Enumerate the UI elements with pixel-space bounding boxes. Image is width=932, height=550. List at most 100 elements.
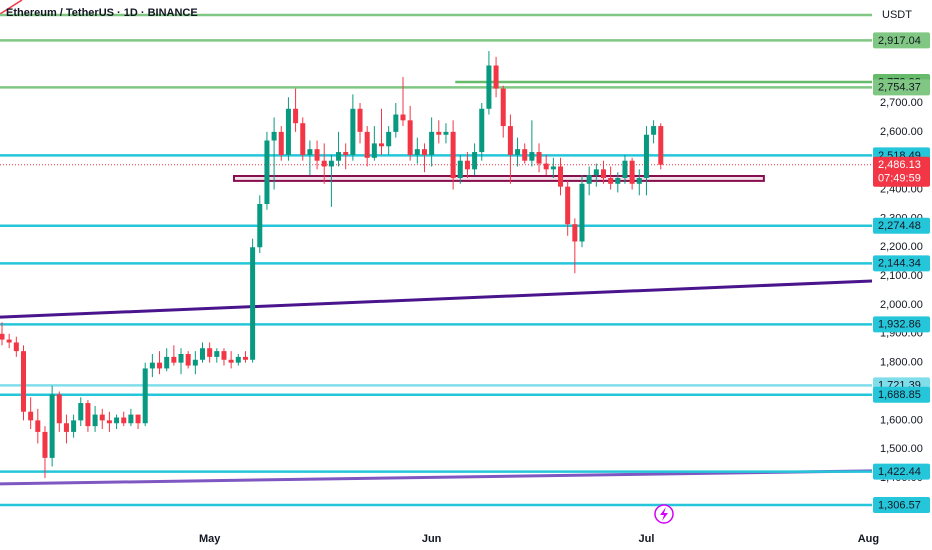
candle-body xyxy=(171,356,177,363)
y-tick-label: 2,000.00 xyxy=(880,299,923,311)
candle-body xyxy=(543,163,549,170)
candle-body xyxy=(414,149,420,155)
y-tick-label: 2,200.00 xyxy=(880,241,923,253)
candle-body xyxy=(379,143,385,147)
candle-body xyxy=(221,351,227,360)
candle-body xyxy=(558,166,564,187)
level-label-box xyxy=(873,32,930,49)
candle-body xyxy=(371,143,377,158)
candle-body xyxy=(536,152,542,164)
candle-body xyxy=(357,108,363,132)
y-tick-label: 1,800.00 xyxy=(880,357,923,369)
candle-body xyxy=(393,114,399,132)
y-tick-label: 2,700.00 xyxy=(880,97,923,109)
x-tick-label: Jun xyxy=(422,533,442,545)
candle-body xyxy=(207,348,213,357)
candle-body xyxy=(85,403,91,427)
candle-body xyxy=(35,420,41,432)
candle-body xyxy=(271,131,277,141)
candle-body xyxy=(486,65,492,109)
candle-body xyxy=(615,178,621,184)
candle-body xyxy=(56,394,62,424)
level-label-box xyxy=(873,79,930,96)
drawing-stub xyxy=(0,0,23,15)
candle-body xyxy=(0,333,5,340)
candle-body xyxy=(651,126,657,135)
candle-body xyxy=(264,140,270,204)
last-price-box xyxy=(873,156,930,187)
candle-body xyxy=(178,354,184,363)
candle-body xyxy=(157,362,163,369)
level-label: 1,688.85 xyxy=(878,389,921,401)
candle-body xyxy=(608,178,614,184)
candle-body xyxy=(443,131,449,135)
candle-body xyxy=(550,166,556,170)
trend-line xyxy=(0,469,873,486)
candle-body xyxy=(164,356,170,369)
candle-body xyxy=(479,108,485,153)
x-tick-label: Aug xyxy=(858,533,879,545)
candle-body xyxy=(493,65,499,89)
candle-body xyxy=(128,414,134,424)
candle-body xyxy=(386,131,392,147)
level-label: 2,754.37 xyxy=(878,82,921,94)
trend-line xyxy=(0,279,873,319)
countdown-label: 07:49:59 xyxy=(878,173,921,185)
level-label-box xyxy=(873,217,930,234)
candle-body xyxy=(114,417,120,424)
y-tick-label: 2,600.00 xyxy=(880,126,923,138)
candle-body xyxy=(135,414,141,424)
candle-body xyxy=(185,354,191,366)
candle-body xyxy=(400,114,406,121)
candle-body xyxy=(321,160,327,167)
candle-body xyxy=(42,431,48,458)
candle-body xyxy=(464,160,470,170)
candle-body xyxy=(71,420,77,432)
candle-body xyxy=(92,414,98,427)
candle-body xyxy=(457,160,463,179)
y-tick-label: 1,600.00 xyxy=(880,414,923,426)
candle-body xyxy=(149,362,155,369)
candle-body xyxy=(228,359,234,363)
level-label: 1,422.44 xyxy=(878,466,921,478)
candle-body xyxy=(235,356,241,363)
candle-body xyxy=(121,417,127,424)
candle-body xyxy=(579,183,585,242)
candle-body xyxy=(350,108,356,155)
candle-body xyxy=(106,420,112,424)
candle-body xyxy=(242,356,248,360)
candle-body xyxy=(6,339,12,343)
level-label-box xyxy=(873,255,930,272)
candle-body xyxy=(343,152,349,155)
candle-body xyxy=(328,160,334,167)
candle-body xyxy=(307,149,313,155)
candle-body xyxy=(643,134,649,179)
candle-body xyxy=(99,414,105,421)
last-price-label: 2,486.13 xyxy=(878,159,921,171)
level-label: 2,144.34 xyxy=(878,258,921,270)
candle-body xyxy=(572,224,578,242)
candle-body xyxy=(593,169,599,176)
x-tick-label: Jul xyxy=(638,533,654,545)
candle-body xyxy=(436,131,442,135)
candle-body xyxy=(336,152,342,161)
candle-body xyxy=(63,423,69,432)
logo-icon[interactable] xyxy=(654,504,674,524)
level-label-box xyxy=(873,316,930,333)
candle-body xyxy=(658,126,664,165)
y-tick-label: 1,500.00 xyxy=(880,443,923,455)
candle-body xyxy=(257,203,263,248)
y-tick-label: 2,100.00 xyxy=(880,270,923,282)
x-tick-label: May xyxy=(199,533,221,545)
candle-body xyxy=(28,411,34,421)
candle-body xyxy=(78,403,84,421)
candle-body xyxy=(421,149,427,155)
candle-body xyxy=(600,169,606,179)
zone-box xyxy=(233,174,765,182)
candle-body xyxy=(507,126,513,155)
level-label: 2,274.48 xyxy=(878,220,921,232)
level-label-box xyxy=(873,463,930,480)
candle-body xyxy=(364,131,370,158)
candle-body xyxy=(293,108,299,124)
candle-body xyxy=(500,88,506,127)
